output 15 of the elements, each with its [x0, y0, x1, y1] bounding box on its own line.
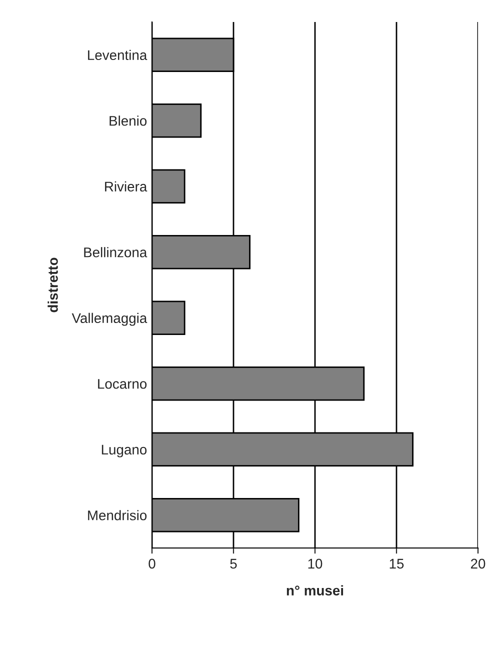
y-tick-label: Blenio	[110, 116, 147, 126]
y-axis-title: distretto	[48, 258, 58, 312]
x-tick-label: 5	[230, 558, 237, 569]
x-axis-title: n° musei	[286, 585, 344, 596]
x-tick-label: 20	[470, 558, 486, 569]
y-tick-label: Leventina	[88, 50, 148, 60]
x-tick-label: 15	[390, 558, 404, 569]
y-tick-label: Bellinzona	[84, 247, 148, 258]
y-tick-label: Mendrisio	[88, 510, 147, 520]
y-tick-label: Locarno	[98, 379, 147, 389]
y-tick-label: Riviera	[105, 181, 148, 192]
y-tick-label: Lugano	[102, 444, 147, 458]
x-tick-label: 0	[148, 558, 156, 569]
y-tick-label: Vallemaggia	[72, 312, 148, 326]
x-tick-label: 10	[308, 558, 322, 569]
